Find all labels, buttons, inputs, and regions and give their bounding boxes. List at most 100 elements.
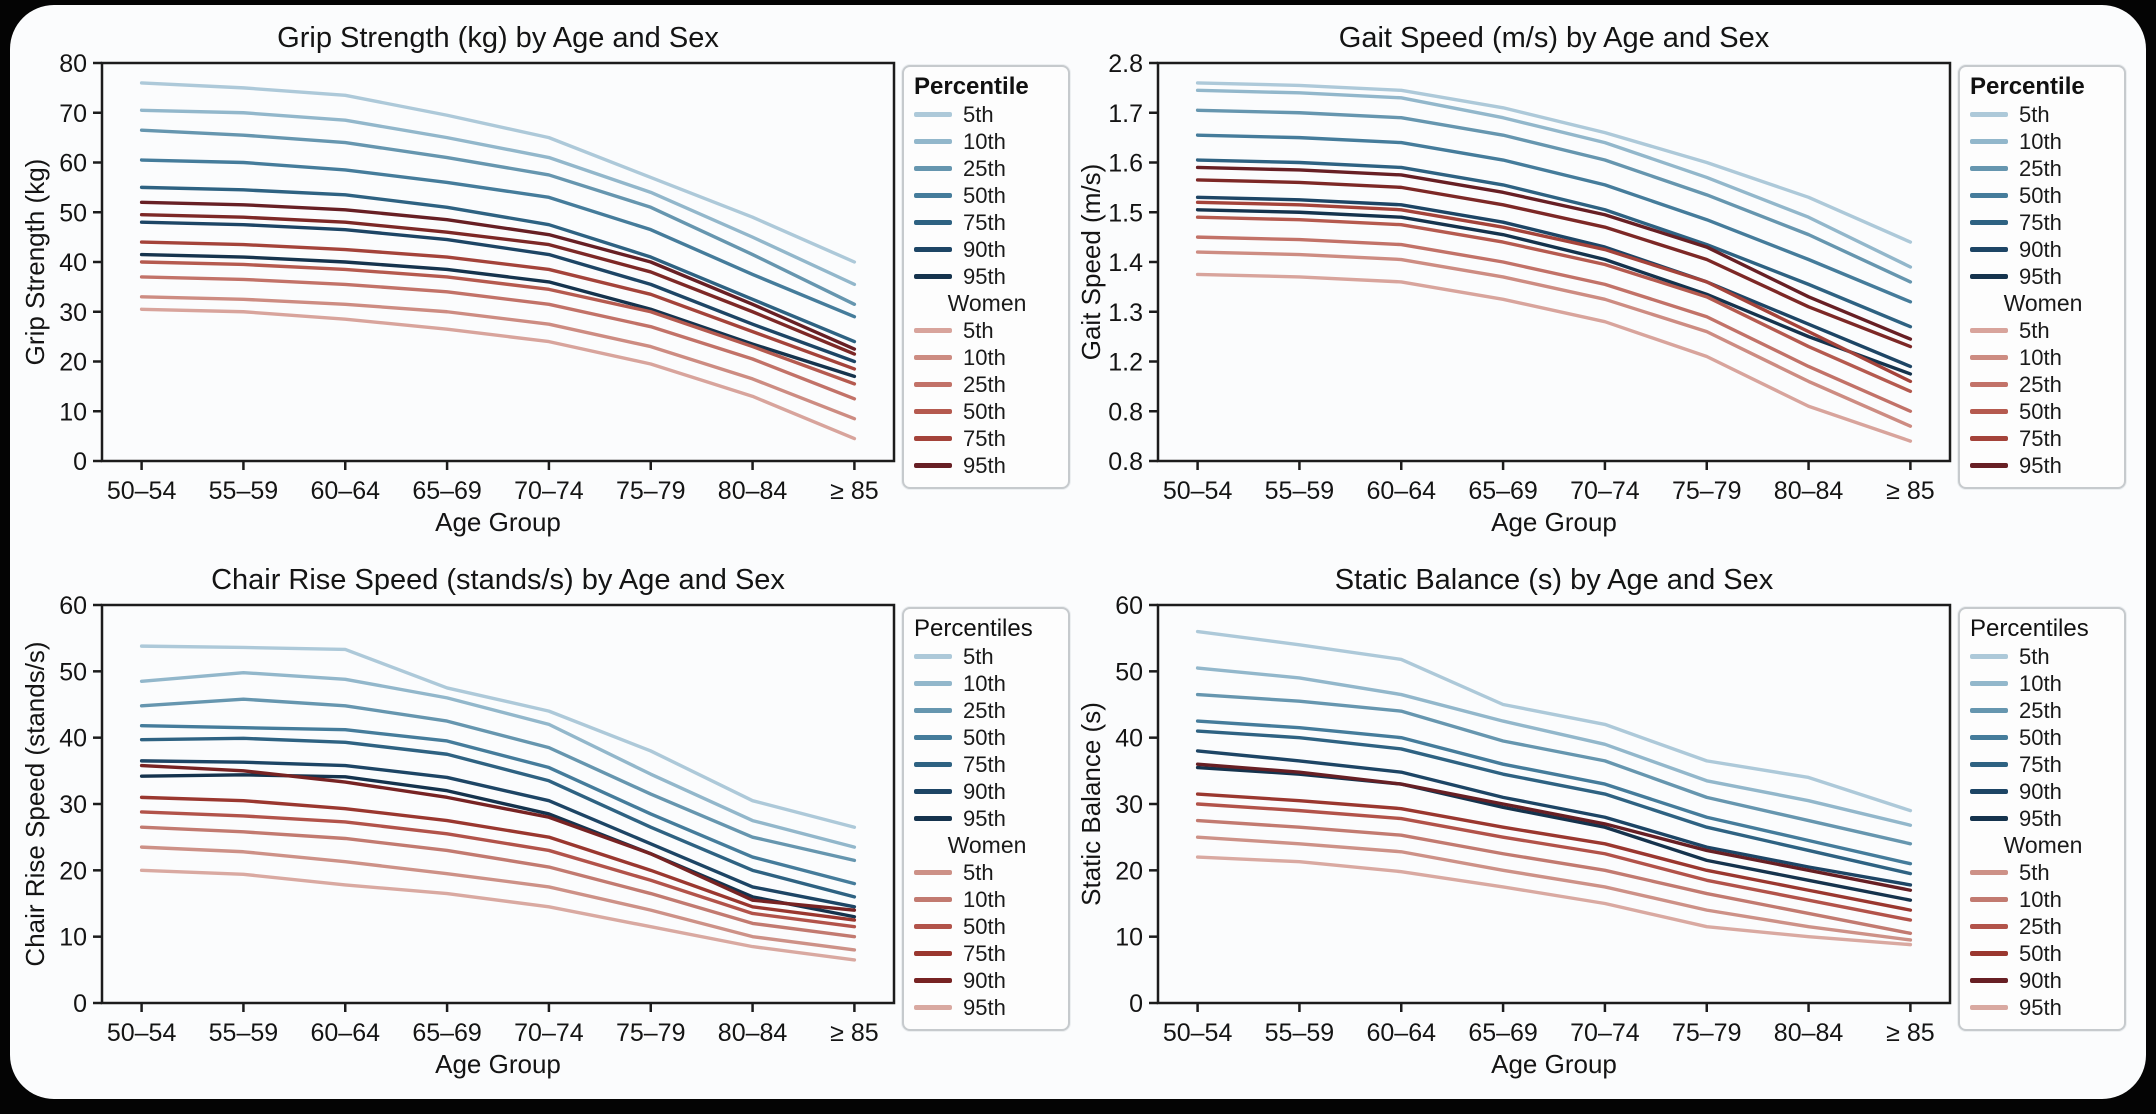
x-tick-label: 55–59 xyxy=(1265,1019,1335,1047)
legend-swatch-icon xyxy=(1970,978,2008,983)
legend-title: Percentiles xyxy=(914,615,1033,642)
legend-swatch-icon xyxy=(1970,951,2008,956)
series-line-women-5th xyxy=(1195,835,1913,942)
x-tick-label: ≥ 85 xyxy=(830,477,878,505)
legend-item: 10th xyxy=(1970,344,2116,371)
y-tick-label: 2.8 xyxy=(1108,50,1143,78)
legend-label: 5th xyxy=(2019,318,2050,343)
legend-subheader: Women xyxy=(947,832,1027,858)
legend-title: Percentiles xyxy=(1970,615,2089,642)
x-tick-label: 65–69 xyxy=(412,477,482,505)
legend-label: 25th xyxy=(2019,156,2062,181)
legend-item: 5th xyxy=(914,317,1060,344)
series-line-men-25th xyxy=(1195,692,1913,846)
x-tick-label: 55–59 xyxy=(209,477,279,505)
y-tick-label: 70 xyxy=(59,100,87,128)
chart-title: Grip Strength (kg) by Age and Sex xyxy=(277,22,719,54)
legend-swatch-icon xyxy=(1970,924,2008,929)
y-axis-label: Grip Strength (kg) xyxy=(22,159,50,366)
series-line-women-10th xyxy=(139,825,857,939)
plot-area: Grip Strength (kg) by Age and Sex 0 10 20 30… xyxy=(22,22,896,537)
legend-label: 95th xyxy=(963,995,1006,1020)
x-tick-label: 80–84 xyxy=(718,1019,788,1047)
legend-item: 50th xyxy=(1970,940,2116,967)
legend-swatch-icon xyxy=(914,789,952,794)
legend-swatch-icon xyxy=(1970,112,2008,117)
legend-item: 50th xyxy=(1970,182,2116,209)
legend-label: 75th xyxy=(2019,752,2062,777)
legend-item: 10th xyxy=(914,670,1060,697)
legend-label: 95th xyxy=(963,264,1006,289)
legend-item: 5th xyxy=(914,101,1060,128)
legend-item: 75th xyxy=(1970,425,2116,452)
legend-item: 75th xyxy=(914,209,1060,236)
legend-item: 25th xyxy=(1970,913,2116,940)
x-tick-label: ≥ 85 xyxy=(1886,477,1934,505)
legend-swatch-icon xyxy=(914,247,952,252)
y-tick-label: 1.7 xyxy=(1108,100,1143,128)
y-axis-label: Chair Rise Speed (stands/s) xyxy=(22,641,50,966)
x-tick-label: 70–74 xyxy=(1570,1019,1640,1047)
x-tick-label: 60–64 xyxy=(310,477,380,505)
legend-label: 75th xyxy=(963,426,1006,451)
legend-item: 95th xyxy=(914,994,1060,1021)
chart-cell-grip-strength: Grip Strength (kg) by Age and Sex 0 10 20 30… xyxy=(22,13,1078,555)
legend-item: 95th xyxy=(914,452,1060,479)
series-line-women-75th xyxy=(139,240,857,371)
series-line-men-50th xyxy=(139,724,857,886)
legend-label: 5th xyxy=(963,318,994,343)
legend-label: 25th xyxy=(2019,372,2062,397)
legend-label: 5th xyxy=(2019,644,2050,669)
series-line-women-50th xyxy=(1195,215,1913,394)
series-line-women-95th xyxy=(1195,165,1913,341)
legend-swatch-icon xyxy=(1970,708,2008,713)
legend-label: 95th xyxy=(2019,806,2062,831)
y-tick-label: 1.4 xyxy=(1108,249,1143,277)
legend-swatch-icon xyxy=(914,463,952,468)
legend-label: 50th xyxy=(2019,725,2062,750)
legend-swatch-icon xyxy=(914,139,952,144)
series-line-men-75th xyxy=(1195,729,1913,876)
x-tick-label: 70–74 xyxy=(514,477,584,505)
legend-item: 95th xyxy=(1970,805,2116,832)
series-line-women-75th xyxy=(1195,200,1913,384)
legend-swatch-icon xyxy=(1970,328,2008,333)
series-line-men-5th xyxy=(1195,81,1913,244)
series-line-men-25th xyxy=(139,128,857,306)
legend-item: 50th xyxy=(914,913,1060,940)
legend-swatch-icon xyxy=(914,708,952,713)
legend-label: 10th xyxy=(2019,129,2062,154)
y-tick-label: 1.5 xyxy=(1108,199,1143,227)
legend-label: 75th xyxy=(2019,210,2062,235)
legend-label: 95th xyxy=(963,453,1006,478)
legend-item: 50th xyxy=(914,182,1060,209)
legend-swatch-icon xyxy=(1970,436,2008,441)
x-tick-label: ≥ 85 xyxy=(830,1019,878,1047)
x-axis-label: Age Group xyxy=(435,1049,561,1079)
y-tick-label: 60 xyxy=(59,150,87,178)
series-line-women-10th xyxy=(1195,250,1913,428)
legend-swatch-icon xyxy=(1970,870,2008,875)
legend-swatch-icon xyxy=(1970,654,2008,659)
legend-item: 75th xyxy=(1970,209,2116,236)
legend-label: 95th xyxy=(2019,264,2062,289)
legend-label: 90th xyxy=(963,237,1006,262)
legend-item: 5th xyxy=(914,643,1060,670)
legend-item: 10th xyxy=(1970,128,2116,155)
series-line-women-75th xyxy=(139,795,857,922)
x-tick-label: ≥ 85 xyxy=(1886,1019,1934,1047)
series-line-men-25th xyxy=(1195,108,1913,284)
legend-label: 75th xyxy=(963,752,1006,777)
legend-swatch-icon xyxy=(914,924,952,929)
legend-item: 75th xyxy=(914,940,1060,967)
series-line-women-25th xyxy=(139,275,857,401)
legend-swatch-icon xyxy=(1970,247,2008,252)
legend-gait-speed: Percentile 5th 10th 25th 50th 75th 90th 95th Wo… xyxy=(1958,65,2126,489)
legend-item: 75th xyxy=(914,751,1060,778)
series-line-men-5th xyxy=(139,81,857,264)
legend-item: 95th xyxy=(1970,452,2116,479)
legend-swatch-icon xyxy=(1970,139,2008,144)
legend-swatch-icon xyxy=(914,220,952,225)
x-tick-label: 75–79 xyxy=(1672,477,1742,505)
series-line-men-10th xyxy=(139,670,857,849)
